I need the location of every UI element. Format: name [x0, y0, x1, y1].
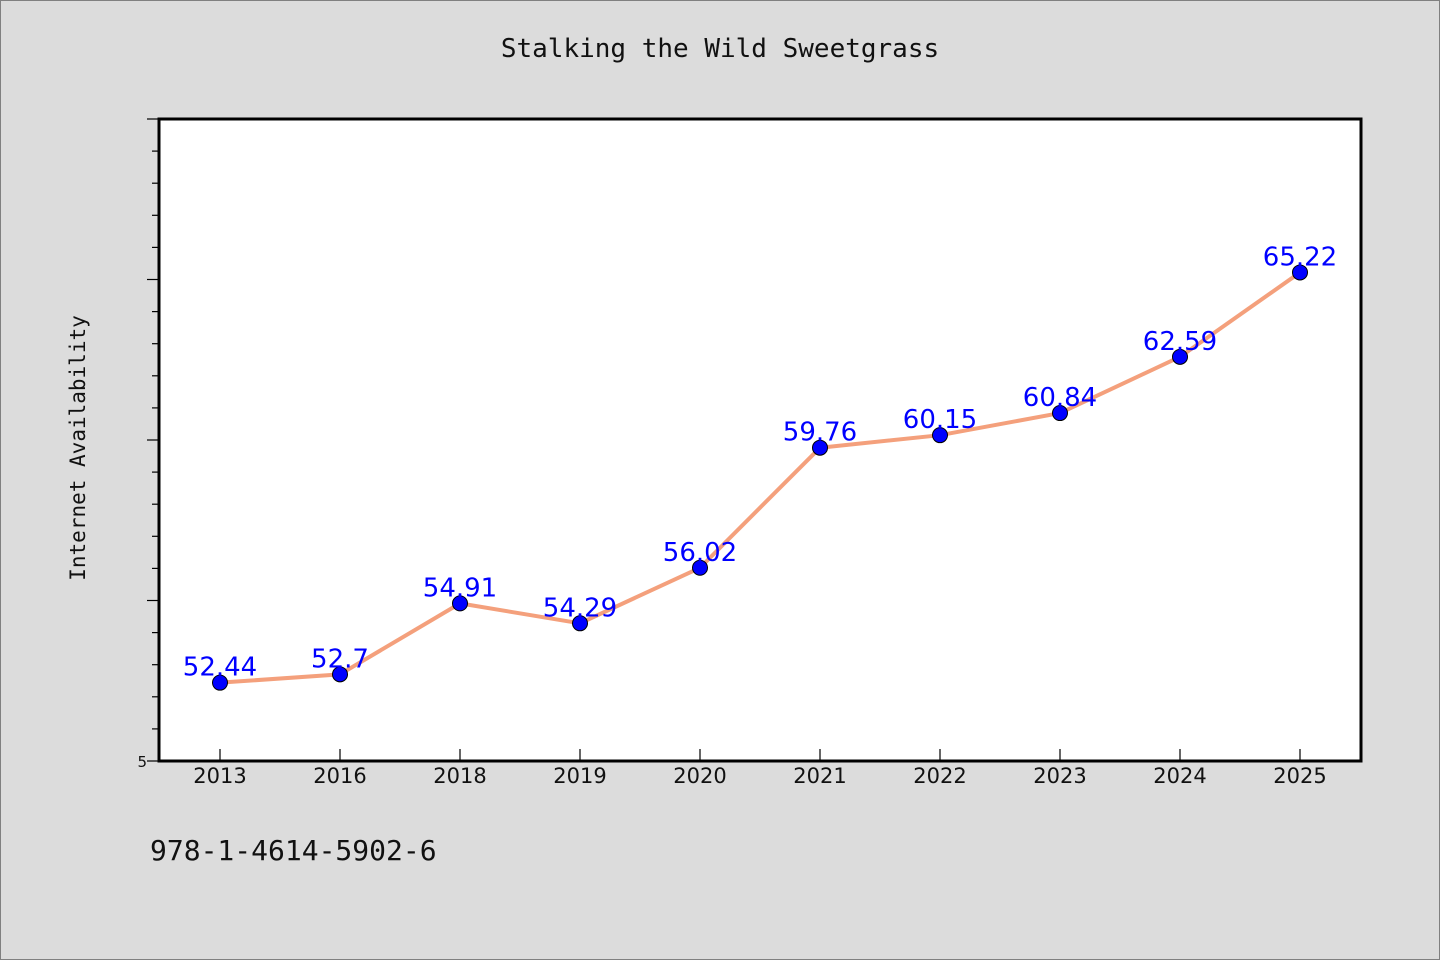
data-label: 52.44 [183, 653, 257, 683]
data-point [572, 615, 588, 632]
series-line [218, 270, 1302, 685]
x-tick-label: 2018 [433, 764, 486, 788]
plot-area [157, 117, 1363, 763]
series-layer: 52.44 52.7 54.91 54.29 56.02 59.76 60.15 60.84 6… [183, 242, 1337, 691]
y-tick-label: 5 [137, 753, 147, 771]
data-point [212, 674, 228, 691]
x-tick-label: 2020 [673, 764, 726, 788]
footer-code: 978-1-4614-5902-6 [150, 834, 437, 867]
data-point [1052, 405, 1068, 422]
data-point [932, 427, 948, 444]
data-point [1292, 264, 1308, 281]
data-label: 60.84 [1023, 383, 1097, 413]
x-tick-label: 2016 [313, 764, 366, 788]
x-tick-label: 2025 [1273, 764, 1326, 788]
x-tick-label: 2019 [553, 764, 606, 788]
data-point [332, 666, 348, 683]
x-tick-label: 2013 [193, 764, 246, 788]
data-point [452, 595, 468, 612]
data-label: 62.59 [1143, 327, 1217, 357]
data-label: 59.76 [783, 418, 857, 448]
x-tick-label: 2024 [1153, 764, 1206, 788]
data-label: 65.22 [1263, 242, 1337, 272]
data-label: 56.02 [663, 538, 737, 568]
chart-title: Stalking the Wild Sweetgrass [500, 34, 940, 64]
data-point [692, 559, 708, 576]
x-tick-label: 2022 [913, 764, 966, 788]
data-label: 52.7 [311, 644, 369, 674]
x-tick-label: 2023 [1033, 764, 1086, 788]
data-label: 60.15 [903, 405, 977, 435]
data-point [1172, 348, 1188, 365]
data-label: 54.29 [543, 593, 617, 623]
data-label: 54.91 [423, 573, 497, 603]
x-tick-label: 2021 [793, 764, 846, 788]
x-axis-ticks: 2013 2016 2018 2019 2020 2021 2022 2023 2024 2025 [193, 749, 1327, 788]
data-point [812, 439, 828, 456]
y-axis-ticks: 5 [137, 118, 159, 771]
